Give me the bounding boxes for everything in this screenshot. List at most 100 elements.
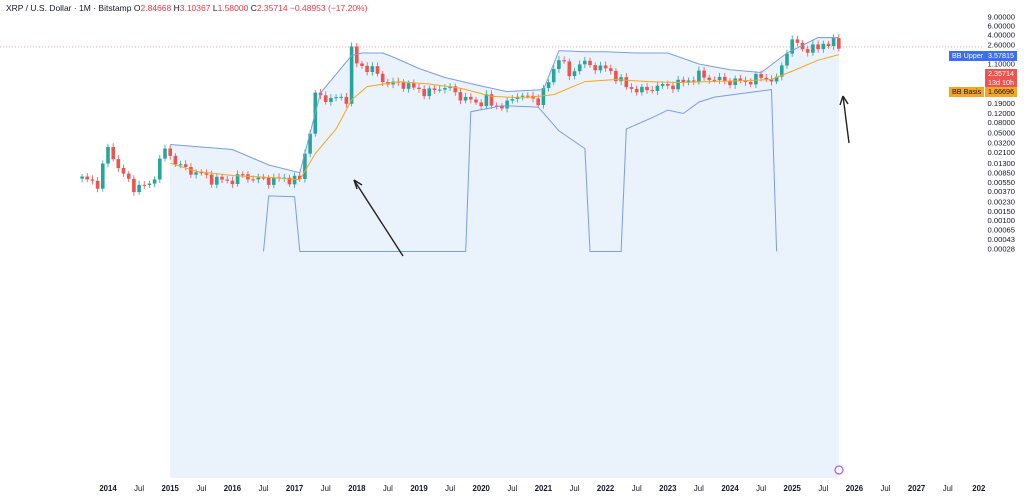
candle-body [510, 99, 515, 101]
candle-body [158, 158, 162, 180]
candle-body [220, 176, 224, 180]
candle-body [769, 79, 774, 82]
candle-body [790, 39, 794, 54]
candle-body [132, 178, 136, 193]
x-tick-label: Jul [321, 484, 331, 493]
candle-body [230, 180, 235, 184]
x-tick-label: 2025 [784, 484, 802, 493]
candle-body [137, 184, 141, 193]
candle-body [795, 39, 800, 43]
x-tick-label: 2020 [473, 484, 491, 493]
x-tick-label: Jul [445, 484, 455, 493]
x-tick-label: 2024 [721, 484, 739, 493]
candle-body [147, 183, 152, 185]
candle-body [484, 94, 489, 107]
bb-fill [170, 37, 839, 478]
price-value-tag: 2.35714 [985, 69, 1017, 79]
y-tick-label: 0.01300 [988, 159, 1015, 168]
candle-body [111, 147, 115, 160]
candle-body [505, 100, 509, 109]
y-tick-label: 0.03200 [988, 139, 1015, 148]
candle-body [199, 172, 204, 174]
candle-body [126, 173, 131, 179]
candle-body [837, 38, 841, 49]
candle-body [152, 179, 157, 184]
candle-body [774, 76, 779, 82]
candle-body [831, 38, 836, 46]
candle-body [344, 96, 349, 104]
candle-body [764, 77, 769, 80]
candle-body [805, 49, 810, 53]
candle-body [624, 77, 629, 88]
annotation-arrowhead [839, 95, 849, 106]
candle-body [785, 53, 789, 66]
y-tick-label: 0.19000 [988, 99, 1015, 108]
x-tick-label: Jul [694, 484, 704, 493]
y-tick-label: 9.00000 [988, 13, 1015, 22]
chart-header: XRP / U.S. Dollar · 1M · Bitstamp O2.846… [6, 3, 367, 13]
bb-basis-line [170, 54, 840, 181]
candle-body [101, 163, 105, 189]
event-marker-icon [834, 465, 844, 475]
candle-body [168, 148, 172, 156]
y-tick-label: 0.00028 [988, 245, 1015, 254]
candle-body [619, 77, 623, 82]
candle-body [655, 85, 660, 91]
countdown-tag: 13d 10h [985, 78, 1017, 88]
candle-body [500, 105, 504, 109]
candle-body [303, 153, 307, 179]
candle-body [323, 95, 328, 102]
low-value: 1.58000 [217, 3, 249, 13]
y-tick-label: 0.00550 [988, 178, 1015, 187]
symbol-title: XRP / U.S. Dollar · 1M · Bitstamp [6, 3, 132, 13]
candle-body [702, 70, 706, 78]
x-tick-label: 2015 [162, 484, 180, 493]
candle-body [463, 96, 468, 101]
candle-body [754, 73, 758, 85]
candle-body [494, 105, 499, 107]
candle-body [577, 64, 582, 72]
candle-body [707, 77, 711, 80]
candle-body [251, 179, 255, 181]
candle-body [598, 65, 603, 71]
x-tick-label: 2018 [348, 484, 366, 493]
y-tick-label: 0.00043 [988, 235, 1015, 244]
candle-body [189, 167, 193, 175]
candle-body [676, 79, 680, 90]
candle-body [209, 174, 214, 185]
candle-body [541, 88, 546, 105]
candle-body [339, 96, 343, 98]
y-tick-label: 0.00370 [988, 187, 1015, 196]
candle-body [489, 94, 494, 106]
y-tick-label: 0.00850 [988, 168, 1015, 177]
candle-body [334, 97, 338, 99]
bb-lower-line [263, 89, 778, 252]
candle-body [748, 81, 753, 85]
x-tick-label: Jul [632, 484, 642, 493]
x-tick-label: 2017 [286, 484, 303, 493]
y-tick-label: 4.00000 [988, 31, 1015, 40]
close-value: 2.35714 [256, 3, 288, 13]
y-tick-label: 2.60000 [988, 40, 1015, 49]
candle-body [204, 173, 209, 175]
candle-body [614, 70, 618, 82]
candle-body [816, 44, 820, 50]
candle-body [520, 95, 525, 97]
candle-body [235, 174, 240, 184]
candle-body [443, 88, 447, 90]
candle-body [375, 66, 380, 74]
high-value: 3.10367 [179, 3, 211, 13]
candle-body [691, 80, 696, 82]
candle-body [116, 159, 121, 168]
x-tick-label: Jul [756, 484, 766, 493]
x-tick-label: 2027 [908, 484, 925, 493]
candle-body [572, 71, 577, 77]
candle-body [567, 61, 572, 77]
candle-body [780, 65, 784, 77]
candle-body [329, 98, 333, 102]
bb-basis-value: 1.66696 [985, 87, 1017, 97]
candle-body [479, 102, 483, 107]
candle-body [391, 81, 395, 85]
candle-body [437, 89, 442, 91]
